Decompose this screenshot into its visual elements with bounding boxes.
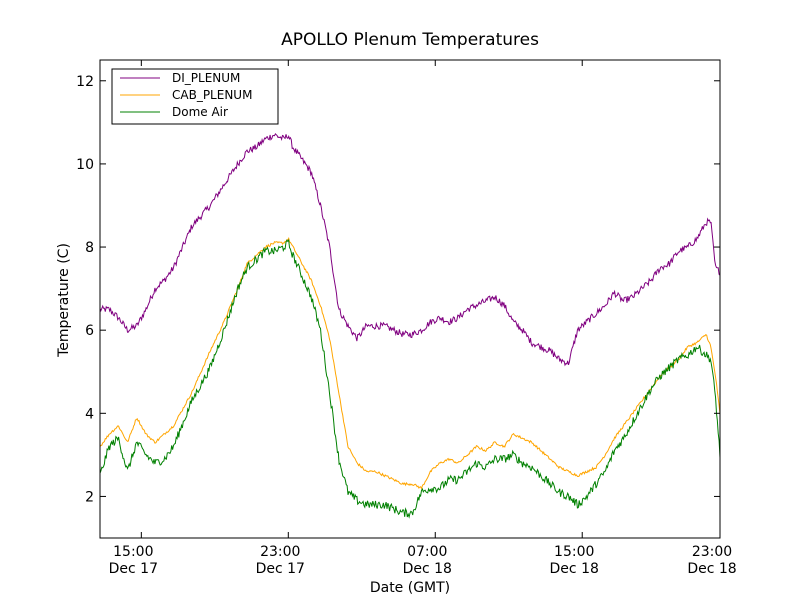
x-tick-date-label: Dec 17 (109, 561, 158, 577)
y-axis-title: Temperature (C) (56, 243, 72, 358)
y-tick-label: 10 (76, 157, 94, 173)
legend-label: CAB_PLENUM (172, 88, 252, 102)
legend: DI_PLENUM CAB_PLENUM Dome Air (111, 68, 279, 125)
legend-label: DI_PLENUM (172, 71, 240, 85)
x-tick-date-label: Dec 17 (256, 561, 305, 577)
y-tick-label: 4 (85, 406, 94, 422)
plot-frame (99, 59, 721, 539)
x-tick-date-label: Dec 18 (403, 561, 452, 577)
y-tick-label: 8 (85, 240, 94, 256)
chart-title: APOLLO Plenum Temperatures (281, 30, 539, 50)
y-tick-label: 2 (85, 489, 94, 505)
x-tick-date-label: Dec 18 (550, 561, 599, 577)
x-tick-time-label: 15:00 (554, 544, 594, 560)
x-tick-time-label: 15:00 (113, 544, 153, 560)
y-tick-label: 12 (76, 74, 94, 90)
x-tick-time-label: 07:00 (407, 544, 447, 560)
x-tick-time-label: 23:00 (692, 544, 732, 560)
series-line-dome-air (100, 238, 720, 519)
x-tick-date-label: Dec 18 (687, 561, 736, 577)
y-tick-label: 6 (85, 323, 94, 339)
x-axis-title: Date (GMT) (370, 580, 450, 596)
series-line-di-plenum (100, 133, 720, 367)
legend-label: Dome Air (172, 105, 228, 119)
x-tick-time-label: 23:00 (260, 544, 300, 560)
series-line-cab-plenum (100, 236, 720, 490)
